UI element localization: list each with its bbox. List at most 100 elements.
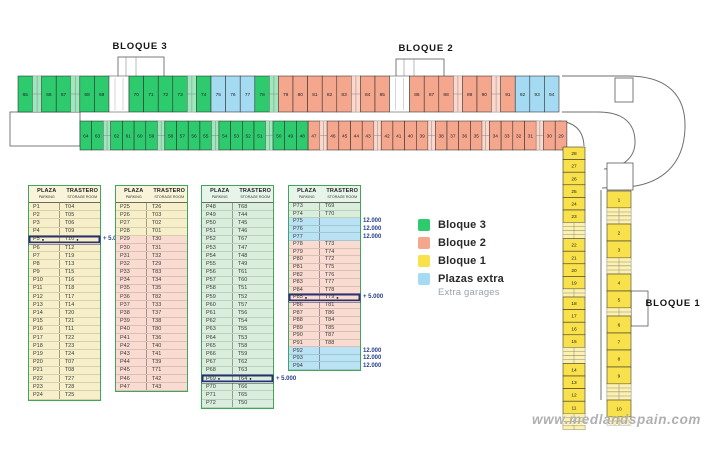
- plaza-cell: P60: [206, 301, 216, 308]
- table-row: P41 T36: [116, 334, 187, 343]
- table-row: P47 T43: [116, 383, 187, 392]
- trastero-cell: T02: [145, 219, 187, 227]
- trastero-cell: T82: [145, 293, 187, 301]
- plaza-cell: P43: [120, 350, 130, 357]
- stair-steps: [114, 78, 124, 110]
- table-row: P33 T83: [116, 268, 187, 277]
- plaza-cell: P86: [293, 302, 303, 309]
- stall-number: 54: [222, 133, 228, 139]
- table-row: P79 T74: [289, 248, 360, 257]
- stall-number: 86: [414, 92, 420, 98]
- trastero-cell: T42: [145, 374, 187, 383]
- plan-structure: [606, 162, 634, 191]
- stall-number: 21: [571, 255, 577, 261]
- trastero-cell: T33: [145, 301, 187, 309]
- trastero-cell: T68: [231, 203, 273, 211]
- trastero-cell: T51: [231, 284, 273, 293]
- trastero-cell: T38: [145, 317, 187, 325]
- price-note: + 5.000: [363, 294, 384, 301]
- table-row: P39 T38: [116, 317, 187, 326]
- legend-swatch: [418, 255, 430, 267]
- plaza-cell: P41: [120, 334, 130, 341]
- table-row: P15 T21: [29, 317, 100, 326]
- stall-number: 18: [571, 301, 577, 307]
- table-row: P48 T68: [202, 203, 273, 212]
- stall-number: 88: [443, 92, 449, 98]
- plaza-cell: P81: [293, 264, 303, 271]
- trastero-cell: [318, 218, 360, 225]
- table-row: P20 T07: [29, 358, 100, 367]
- plaza-cell: P83: [293, 279, 303, 286]
- table-row: P1 T04: [29, 203, 100, 212]
- plaza-cell: P75: [293, 218, 303, 225]
- plaza-cell: P6: [33, 244, 40, 251]
- header-cell: PLAZA PARKING: [29, 186, 65, 202]
- storage-cell-divider: [563, 413, 585, 422]
- plaza-cell: P92: [293, 347, 303, 354]
- storage-cell-divider: [536, 121, 544, 150]
- marker-dot-icon: ●: [249, 376, 252, 382]
- plaza-cell: P82: [293, 271, 303, 278]
- plaza-cell: P29: [120, 236, 130, 243]
- plaza-cell: P78: [293, 241, 303, 248]
- trastero-cell: T56: [231, 309, 273, 317]
- table-row: P14 T20: [29, 309, 100, 318]
- trastero-cell: T65: [231, 391, 273, 399]
- plaza-cell: P66: [206, 350, 216, 357]
- table-3: PLAZA PARKING TRASTERO STORAGE ROOM P48 T68 P4…: [201, 185, 296, 409]
- watermark: www.medlandspain.com: [532, 412, 702, 427]
- storage-cell-divider: [607, 308, 631, 316]
- trastero-cell: T24: [58, 350, 100, 358]
- plaza-cell: P73: [293, 203, 303, 210]
- storage-cell-divider: [482, 121, 490, 150]
- header-cell: PLAZA PARKING: [116, 186, 152, 202]
- stall-number: 28: [571, 151, 577, 157]
- marker-dot-icon: ●: [336, 294, 339, 300]
- table-row: P36 T82: [116, 293, 187, 302]
- plaza-cell: P68: [206, 367, 216, 374]
- trastero-cell: T13: [58, 260, 100, 268]
- stall-number: 66: [46, 92, 52, 98]
- table-row: P50 T45: [202, 219, 273, 228]
- plaza-cell: P53: [206, 244, 216, 251]
- header-subtitle: PARKING: [211, 195, 228, 199]
- price-note: 12.000: [363, 355, 382, 362]
- stall-number: 75: [216, 92, 222, 98]
- table-row: P10 T16: [29, 276, 100, 285]
- table-row: P53 T47: [202, 243, 273, 253]
- trastero-cell: T28: [58, 383, 100, 391]
- stall-number: 8: [618, 356, 621, 362]
- stall-number: 84: [365, 92, 371, 98]
- stall-number: 30: [547, 133, 553, 139]
- plaza-cell: P16: [33, 326, 43, 333]
- plaza-cell: P46: [120, 375, 130, 382]
- table-row: P27 T02: [116, 219, 187, 228]
- stall-number: 38: [438, 133, 444, 139]
- stall-number: 51: [257, 133, 263, 139]
- stall-number: 94: [549, 92, 555, 98]
- table-row: P94 12.000: [289, 362, 381, 371]
- storage-cell-divider: [607, 392, 631, 400]
- storage-cell-divider: [265, 121, 273, 150]
- storage-cell-divider: [453, 76, 463, 112]
- table-row: P30 T31: [116, 243, 187, 253]
- trastero-cell: T04: [58, 203, 100, 211]
- trastero-cell: T12: [58, 243, 100, 252]
- plaza-cell: P18: [33, 342, 43, 349]
- trastero-cell: T77: [318, 278, 360, 286]
- trastero-cell: T79 ●: [318, 294, 360, 301]
- bloque-label: BLOQUE 3: [113, 41, 168, 52]
- stall-number: 69: [99, 92, 105, 98]
- plaza-cell: P35: [120, 285, 130, 292]
- trastero-cell: T06: [58, 219, 100, 227]
- header-title: PLAZA: [124, 188, 144, 194]
- stall-number: 77: [245, 92, 251, 98]
- table-row: P59 T52: [202, 293, 273, 302]
- table-row: P75 12.000: [289, 218, 381, 226]
- stall-number: 34: [493, 133, 499, 139]
- plaza-cell: P2: [33, 211, 40, 218]
- stall-number: 15: [571, 339, 577, 345]
- storage-cell-divider: [563, 421, 585, 430]
- trastero-cell: T87: [318, 332, 360, 339]
